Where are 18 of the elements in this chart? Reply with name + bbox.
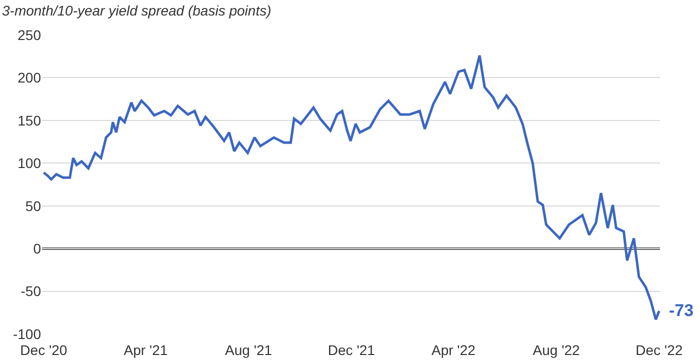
x-tick-label: Aug '22 <box>532 342 580 358</box>
y-tick-label: 0 <box>33 240 42 256</box>
x-tick-label: Dec '22 <box>636 342 683 358</box>
y-tick-label: 100 <box>18 155 42 172</box>
x-tick-label: Dec '21 <box>328 342 376 358</box>
x-tick-label: Apr '21 <box>124 342 168 358</box>
x-tick-label: Aug '21 <box>225 342 272 358</box>
line-series <box>42 54 660 321</box>
y-tick-label: -100 <box>12 326 42 342</box>
x-tick-label: Apr '22 <box>431 342 476 358</box>
chart-title: 3-month/10-year yield spread (basis points) <box>2 2 272 18</box>
y-tick-label: 250 <box>18 26 42 43</box>
annotation: -73 <box>669 301 694 320</box>
y-tick-label: 50 <box>25 198 42 214</box>
y-tick-label: 200 <box>18 70 42 86</box>
y-tick-label: 150 <box>18 112 42 128</box>
y-tick-label: -50 <box>20 283 42 300</box>
x-tick-label: Dec '20 <box>20 342 68 358</box>
